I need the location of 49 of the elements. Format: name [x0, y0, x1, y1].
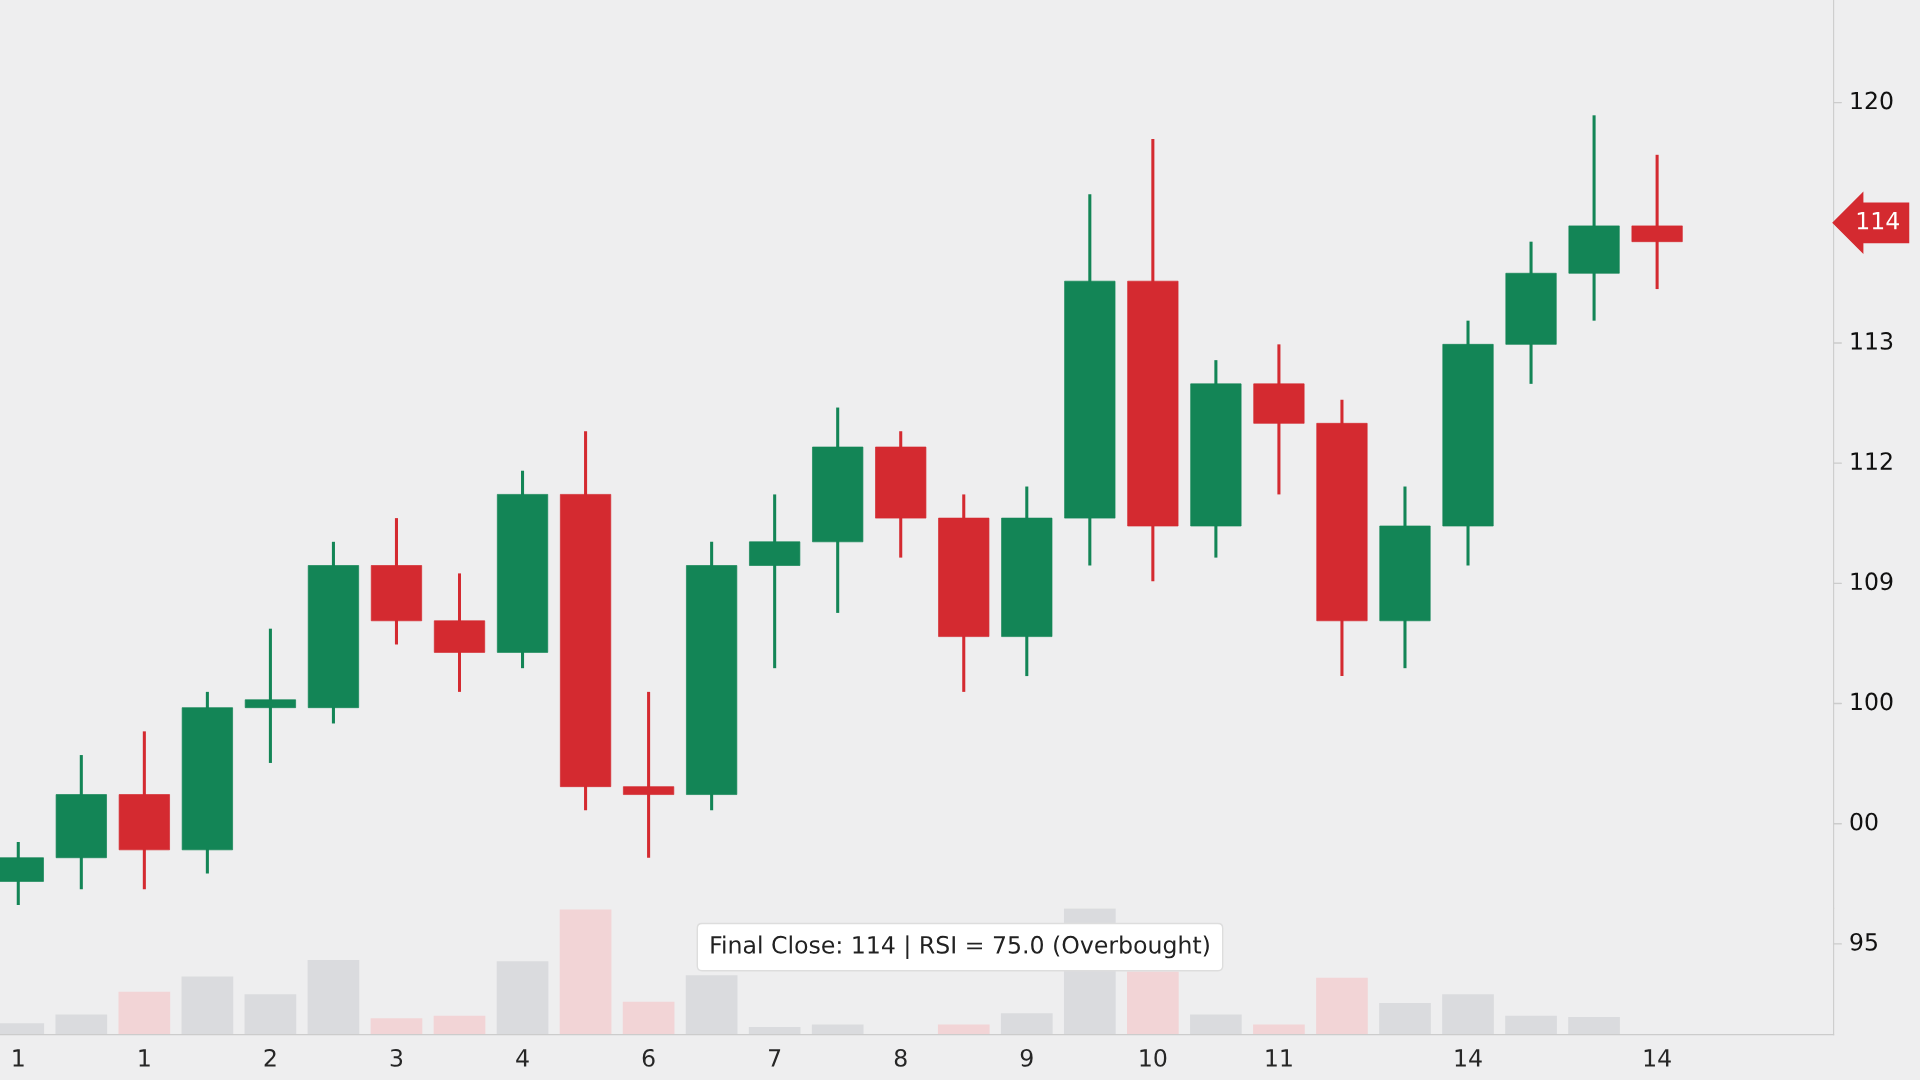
text: 100 — [1851, 692, 1893, 711]
candlestick — [1631, 153, 1683, 291]
x-tick-label: 11 — [1266, 1049, 1292, 1067]
bar — [118, 991, 171, 1035]
x-tick-label: 8 — [894, 1048, 907, 1067]
bar — [1505, 1015, 1557, 1035]
text: 113 — [1851, 331, 1893, 350]
bar — [181, 976, 234, 1035]
bar — [244, 994, 297, 1035]
x-tick-label: 1 — [13, 1049, 24, 1067]
candlestick — [749, 494, 801, 670]
bar — [937, 1024, 990, 1035]
bar — [811, 1024, 864, 1035]
text: 114 — [1857, 212, 1899, 230]
annotation: Final Close: 114 | RSI = 75.0 (Overbought) — [711, 935, 1209, 959]
bar — [307, 960, 360, 1035]
bar — [1000, 1013, 1053, 1035]
candlestick — [244, 628, 296, 763]
candlestick — [623, 690, 675, 858]
x-tick-label: 10 — [1140, 1048, 1167, 1067]
bar — [1379, 1003, 1431, 1035]
bar — [748, 1027, 801, 1035]
bar — [685, 975, 738, 1035]
bar — [1442, 994, 1494, 1035]
x-tick-label: 4 — [516, 1049, 529, 1067]
bar — [622, 1001, 675, 1035]
bar — [559, 909, 612, 1035]
bar — [55, 1014, 108, 1035]
text: 95 — [1850, 932, 1877, 951]
bar — [1316, 977, 1368, 1035]
bar — [1190, 1014, 1242, 1035]
bar — [1253, 1024, 1305, 1035]
x-tick-label: 6 — [642, 1048, 655, 1067]
x-tick-label: 9 — [1020, 1048, 1033, 1067]
text: 00 — [1850, 812, 1878, 831]
text: 109 — [1851, 572, 1893, 591]
x-tick-label: 7 — [769, 1049, 781, 1067]
x-tick-label: 14 — [1644, 1049, 1671, 1067]
bar — [1127, 971, 1179, 1035]
x-tick-label: 1 — [139, 1049, 150, 1067]
x-tick-label: 2 — [264, 1048, 276, 1067]
bar — [370, 1018, 423, 1035]
x-tick-label: 3 — [390, 1048, 403, 1067]
bar — [1568, 1016, 1620, 1035]
text: 112 — [1851, 452, 1892, 470]
bar — [433, 1015, 486, 1035]
text: 120 — [1851, 91, 1893, 110]
bar — [496, 961, 549, 1035]
x-tick-label: 14 — [1455, 1049, 1482, 1067]
